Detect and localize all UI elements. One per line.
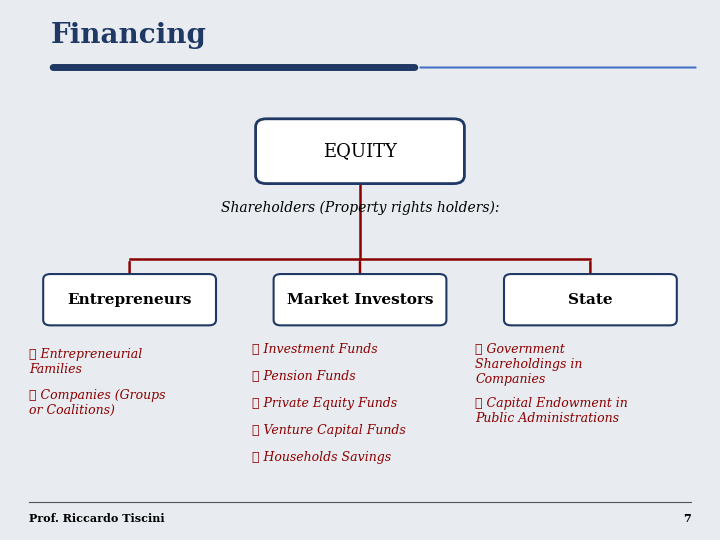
Text: ❖ Companies (Groups
or Coalitions): ❖ Companies (Groups or Coalitions) (29, 389, 166, 417)
Text: ❖ Pension Funds: ❖ Pension Funds (252, 370, 356, 383)
Text: ❖ Venture Capital Funds: ❖ Venture Capital Funds (252, 424, 406, 437)
Text: Financing: Financing (50, 22, 206, 49)
Text: Shareholders (Property rights holders):: Shareholders (Property rights holders): (221, 201, 499, 215)
Text: Market Investors: Market Investors (287, 293, 433, 307)
Text: Prof. Riccardo Tiscini: Prof. Riccardo Tiscini (29, 513, 164, 524)
Text: ❖ Entrepreneurial
Families: ❖ Entrepreneurial Families (29, 348, 142, 376)
FancyBboxPatch shape (274, 274, 446, 325)
Text: ❖ Households Savings: ❖ Households Savings (252, 451, 391, 464)
FancyBboxPatch shape (256, 119, 464, 184)
Text: Entrepreneurs: Entrepreneurs (68, 293, 192, 307)
Text: ❖ Private Equity Funds: ❖ Private Equity Funds (252, 397, 397, 410)
Text: ❖ Government
Shareholdings in
Companies: ❖ Government Shareholdings in Companies (475, 343, 582, 386)
FancyBboxPatch shape (504, 274, 677, 325)
Text: ❖ Investment Funds: ❖ Investment Funds (252, 343, 377, 356)
Text: 7: 7 (683, 513, 691, 524)
FancyBboxPatch shape (43, 274, 216, 325)
Text: State: State (568, 293, 613, 307)
Text: ❖ Capital Endowment in
Public Administrations: ❖ Capital Endowment in Public Administra… (475, 397, 628, 425)
Text: EQUITY: EQUITY (323, 142, 397, 160)
